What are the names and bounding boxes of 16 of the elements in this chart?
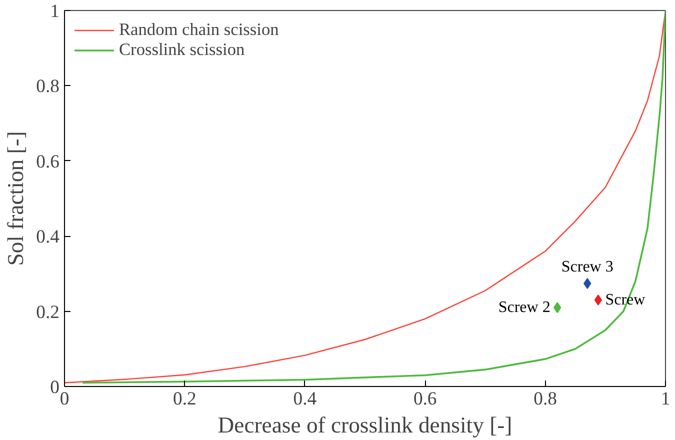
x-tick-label: 0.8 <box>534 388 557 410</box>
y-tick-label: 0.6 <box>36 151 60 172</box>
y-tick-label: 1 <box>50 1 60 22</box>
x-tick-label: 0.2 <box>173 388 196 410</box>
legend-label: Random chain scission <box>119 20 279 40</box>
y-tick-label: 0.4 <box>36 226 60 248</box>
x-axis-title: Decrease of crosslink density [-] <box>218 412 512 438</box>
x-tick-label: 1 <box>660 388 670 410</box>
series-label: Screw 3 <box>561 258 614 276</box>
y-tick-label: 0.2 <box>36 302 60 323</box>
x-tick-label: 0.6 <box>413 388 437 410</box>
series-label: Screw 2 <box>498 299 550 316</box>
x-tick-label: 0.4 <box>293 388 318 410</box>
y-axis-title: Sol fraction [-] <box>3 131 28 266</box>
legend-label: Crosslink scission <box>119 40 245 60</box>
y-tick-label: 0.8 <box>36 76 60 98</box>
